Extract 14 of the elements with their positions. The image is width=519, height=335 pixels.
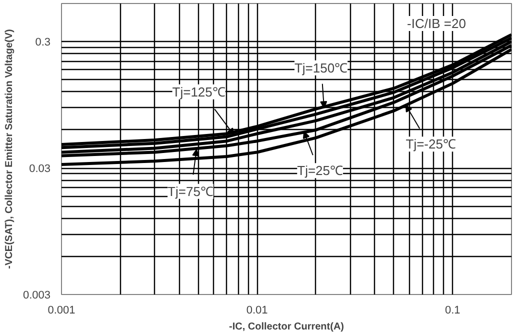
y-tick-label: 0.003 (22, 290, 51, 302)
x-axis-title: -IC, Collector Current(A) (229, 322, 344, 332)
x-tick-label: 0.1 (444, 304, 460, 316)
y-tick-label: 0.03 (29, 163, 51, 176)
annotation: -IC/IB =20 (407, 16, 466, 31)
annotation: Tj=25℃ (297, 163, 344, 178)
annotation: Tj=125℃ (172, 84, 226, 100)
annotation: Tj=150℃ (294, 60, 348, 76)
x-tick-label: 0.001 (48, 304, 76, 316)
annotation: Tj=75℃ (168, 184, 214, 199)
y-axis-title: -VCE(SAT), Collector Emitter Saturation Voltage(V) (4, 29, 15, 269)
y-tick-label: 0.3 (35, 36, 51, 49)
annotation: Tj=-25℃ (406, 136, 456, 152)
x-tick-label: 0.01 (246, 304, 268, 316)
